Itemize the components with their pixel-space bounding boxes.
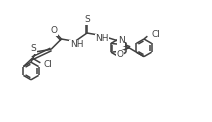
Text: NH: NH xyxy=(70,41,83,50)
Text: Cl: Cl xyxy=(43,60,52,69)
Text: S: S xyxy=(31,45,36,54)
Text: S: S xyxy=(84,15,90,24)
Text: NH: NH xyxy=(95,35,109,44)
Text: O: O xyxy=(51,26,58,36)
Text: Cl: Cl xyxy=(152,30,160,39)
Text: O: O xyxy=(117,50,124,59)
Text: N: N xyxy=(118,36,125,45)
